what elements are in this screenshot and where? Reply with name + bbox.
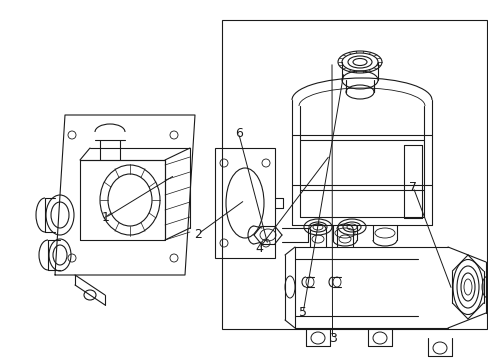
Bar bbox=[222, 20, 486, 329]
Text: 7: 7 bbox=[408, 181, 416, 194]
Text: 2: 2 bbox=[194, 228, 202, 240]
Text: 5: 5 bbox=[299, 306, 306, 319]
Text: 1: 1 bbox=[101, 211, 109, 224]
Bar bbox=[215, 148, 274, 258]
Text: 4: 4 bbox=[255, 242, 263, 255]
Text: 6: 6 bbox=[234, 127, 242, 140]
Text: 3: 3 bbox=[328, 332, 336, 345]
